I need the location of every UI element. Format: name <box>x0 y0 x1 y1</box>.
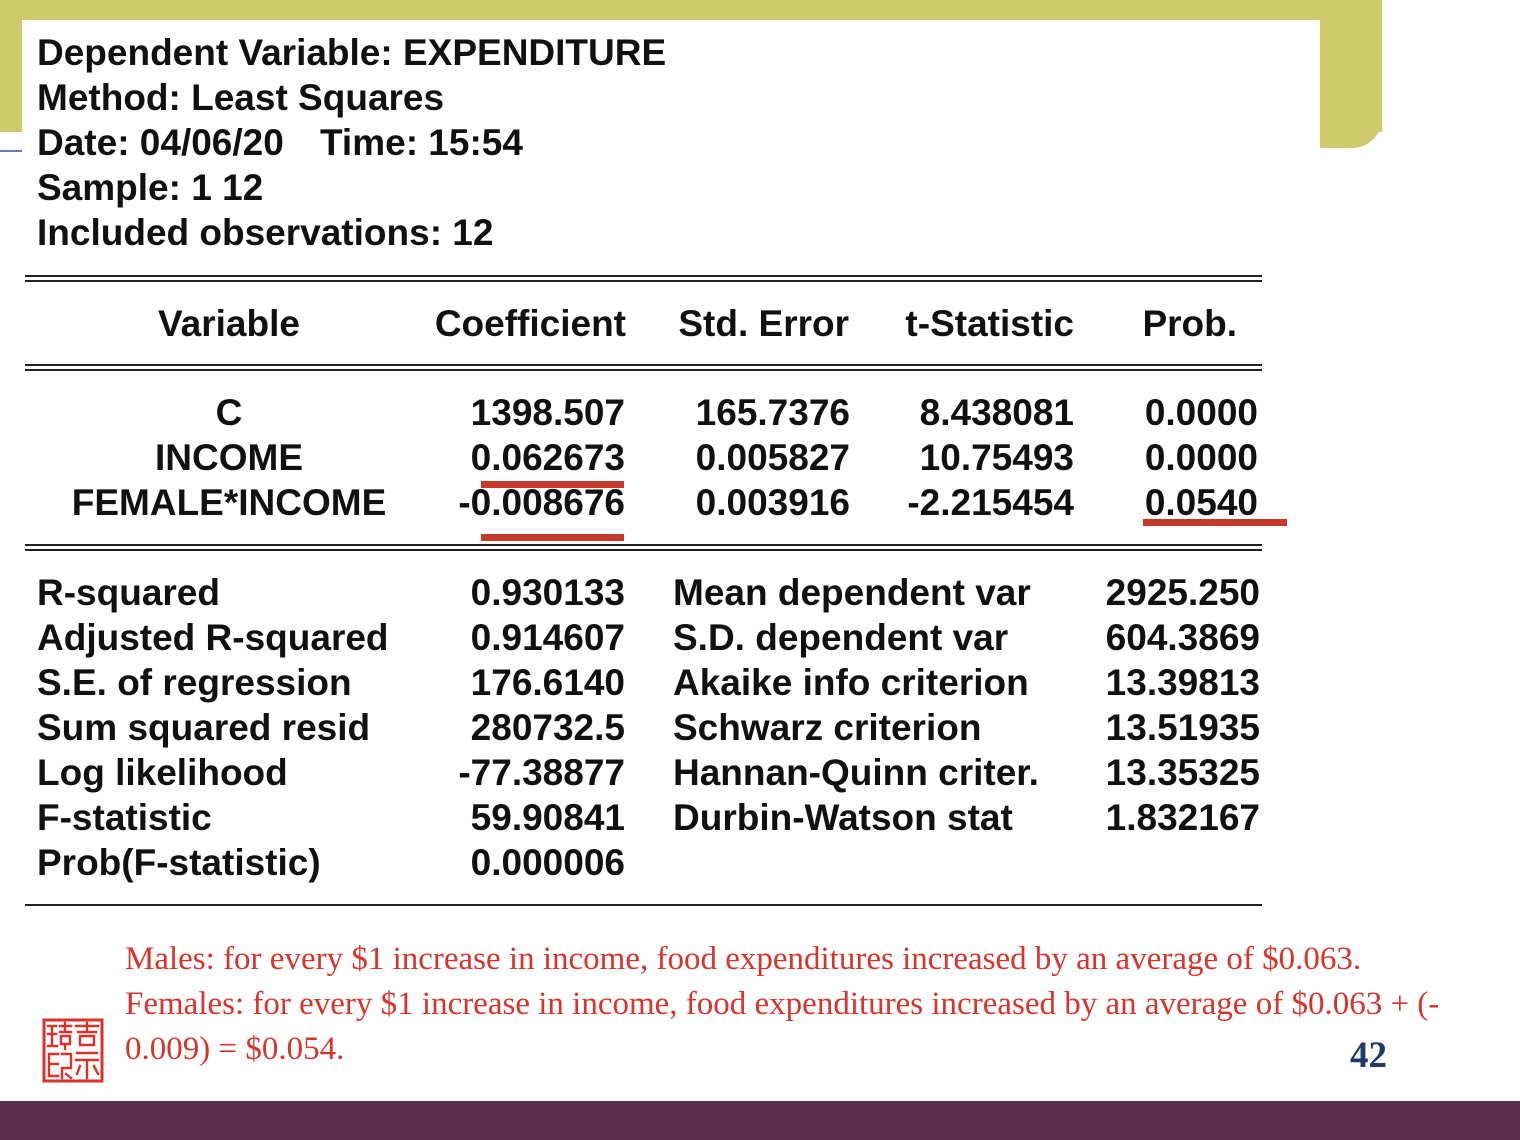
cell-prob: 0.0540 <box>1144 482 1258 523</box>
stat-value: -77.38877 <box>458 752 625 793</box>
dependent-variable-line: Dependent Variable: EXPENDITURE <box>37 32 667 73</box>
stat-label: Hannan-Quinn criter. <box>673 752 1039 793</box>
cell-coefficient: 1398.507 <box>470 392 625 433</box>
stats-row: R-squared 0.930133 Mean dependent var 29… <box>0 570 1320 615</box>
table-header-row: Variable Coefficient Std. Error t-Statis… <box>0 301 1320 346</box>
highlight-underline <box>481 534 624 541</box>
cell-coefficient: 0.062673 <box>470 437 625 478</box>
stats-row: Log likelihood -77.38877 Hannan-Quinn cr… <box>0 750 1320 795</box>
stat-label: Adjusted R-squared <box>37 617 389 658</box>
stat-value: 0.914607 <box>470 617 625 658</box>
method-line: Method: Least Squares <box>37 77 445 118</box>
stats-row: Sum squared resid 280732.5 Schwarz crite… <box>0 705 1320 750</box>
cell-std-error: 0.003916 <box>695 482 850 523</box>
stat-label: S.E. of regression <box>37 662 352 703</box>
cell-variable: INCOME <box>155 437 303 478</box>
cell-prob: 0.0000 <box>1144 437 1258 478</box>
stat-value: 59.90841 <box>470 797 625 838</box>
cell-variable: FEMALE*INCOME <box>71 482 387 523</box>
cell-std-error: 165.7376 <box>695 392 850 433</box>
cell-prob: 0.0000 <box>1144 392 1258 433</box>
stat-label: Log likelihood <box>37 752 288 793</box>
column-header-prob: Prob. <box>1142 303 1237 344</box>
cell-t-statistic: 8.438081 <box>919 392 1074 433</box>
stat-value: 13.51935 <box>1105 707 1260 748</box>
double-rule <box>25 364 1262 371</box>
stat-label: R-squared <box>37 572 220 613</box>
stat-label: Sum squared resid <box>37 707 371 748</box>
stats-row: F-statistic 59.90841 Durbin-Watson stat … <box>0 795 1320 840</box>
table-row: INCOME 0.062673 0.005827 10.75493 0.0000 <box>0 435 1320 480</box>
sample-line: Sample: 1 12 <box>37 167 264 208</box>
column-header-std-error: Std. Error <box>678 303 849 344</box>
stat-label: Akaike info criterion <box>673 662 1029 703</box>
stat-value: 280732.5 <box>470 707 625 748</box>
highlight-underline <box>1143 519 1287 526</box>
seal-icon <box>42 1018 104 1083</box>
note-females-line-1: Females: for every $1 increase in income… <box>125 986 1440 1022</box>
cell-t-statistic: 10.75493 <box>919 437 1074 478</box>
double-rule <box>25 544 1262 551</box>
stat-label: Prob(F-statistic) <box>37 842 321 883</box>
stat-label: F-statistic <box>37 797 212 838</box>
cell-std-error: 0.005827 <box>695 437 850 478</box>
stats-row: S.E. of regression 176.6140 Akaike info … <box>0 660 1320 705</box>
stat-value: 176.6140 <box>470 662 625 703</box>
stat-value: 13.39813 <box>1105 662 1260 703</box>
stat-value: 1.832167 <box>1105 797 1260 838</box>
stat-value: 0.930133 <box>470 572 625 613</box>
stat-label: Schwarz criterion <box>673 707 982 748</box>
stat-value: 2925.250 <box>1105 572 1260 613</box>
time-label: Time: 15:54 <box>320 122 523 163</box>
stat-label: Durbin-Watson stat <box>673 797 1013 838</box>
column-header-coefficient: Coefficient <box>434 303 626 344</box>
column-header-variable: Variable <box>158 303 300 344</box>
cell-coefficient: -0.008676 <box>458 482 625 523</box>
stats-row: Adjusted R-squared 0.914607 S.D. depende… <box>0 615 1320 660</box>
cell-t-statistic: -2.215454 <box>907 482 1074 523</box>
regression-output <box>22 20 1320 912</box>
note-females-line-2: 0.009) = $0.054. <box>125 1031 345 1067</box>
table-row: FEMALE*INCOME -0.008676 0.003916 -2.2154… <box>0 480 1320 525</box>
title-rule <box>0 150 22 152</box>
table-row: C 1398.507 165.7376 8.438081 0.0000 <box>0 390 1320 435</box>
observations-line: Included observations: 12 <box>37 212 494 253</box>
bottom-rule <box>25 904 1262 906</box>
stat-label: S.D. dependent var <box>673 617 1009 658</box>
stat-value: 0.000006 <box>470 842 625 883</box>
cell-variable: C <box>215 392 243 433</box>
date-label: Date: 04/06/20 <box>37 122 284 163</box>
column-header-t-statistic: t-Statistic <box>905 303 1074 344</box>
double-rule <box>25 275 1262 282</box>
footer-bar <box>0 1101 1520 1140</box>
note-males: Males: for every $1 increase in income, … <box>125 941 1362 977</box>
stat-value: 13.35325 <box>1105 752 1260 793</box>
stat-label: Mean dependent var <box>673 572 1031 613</box>
stat-value: 604.3869 <box>1105 617 1260 658</box>
highlight-underline <box>481 481 624 488</box>
stats-row: Prob(F-statistic) 0.000006 <box>0 840 1320 885</box>
page-number: 42 <box>1350 1035 1387 1076</box>
